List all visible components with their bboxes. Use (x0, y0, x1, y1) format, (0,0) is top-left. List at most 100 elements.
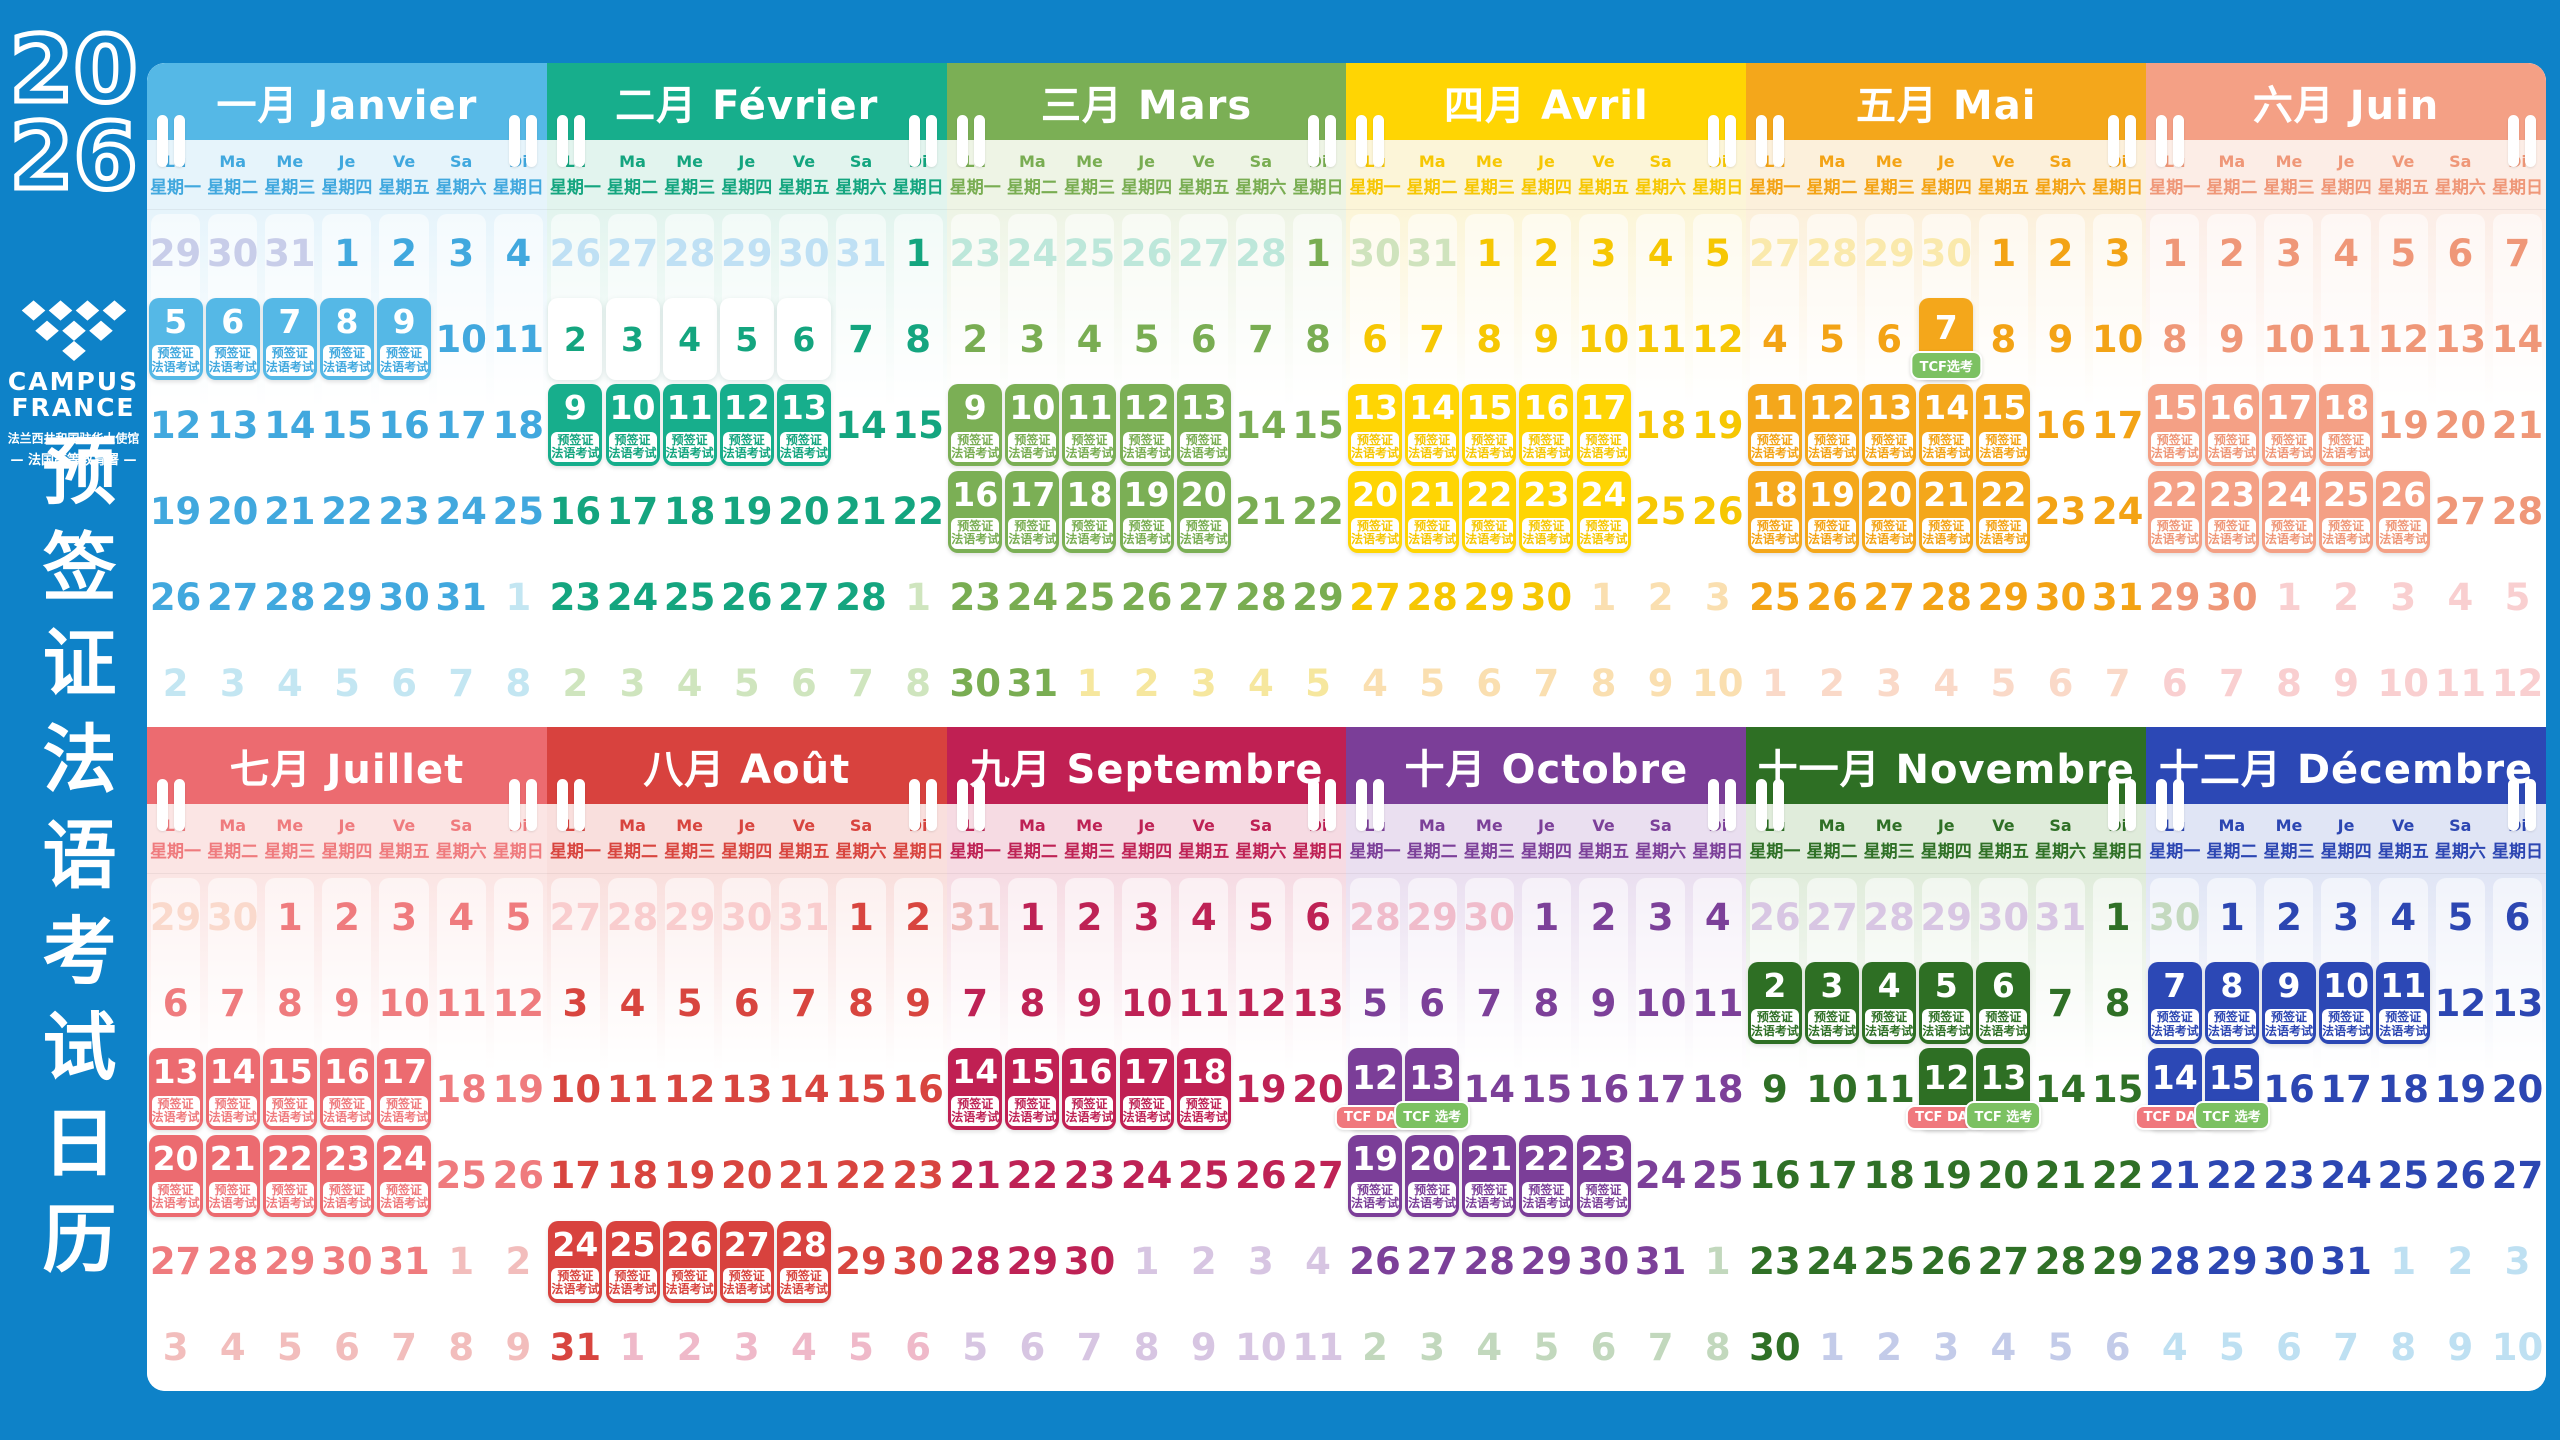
day-number: 21 (209, 1138, 256, 1178)
binder-ring (2156, 115, 2168, 167)
month-title: 十二月 Décembre (2158, 746, 2534, 793)
adjacent-month-day: 4 (791, 1326, 817, 1370)
day-number: 14 (1235, 403, 1287, 447)
day-cell: 26 (490, 1132, 547, 1218)
weekday-label: Sa 星期六 (1632, 804, 1689, 873)
adjacent-month-day: 7 (848, 662, 874, 706)
day-number: 1 (1305, 231, 1331, 275)
day-cell: 11 预签证 法语考试 (1061, 382, 1118, 468)
month-header: 九月 Septembre (946, 727, 1347, 804)
exam-day-card: 26 预签证 法语考试 (662, 1220, 717, 1303)
day-cell: 17 (604, 468, 661, 554)
weekday-fr: Sa (1249, 151, 1272, 171)
day-cell: 4 (1346, 641, 1403, 727)
exam-day-card: 23 预签证 法语考试 (1519, 470, 1574, 553)
day-number: 10 (378, 981, 430, 1025)
exam-label-line2: 法语考试 (1522, 532, 1571, 547)
week-row: 26 27 28 29 30 31 1 (1746, 874, 2146, 960)
exam-label-line2: 法语考试 (2207, 1023, 2256, 1038)
day-cell: 5 (1346, 960, 1403, 1046)
weekday-cn: 星期五 (1578, 841, 1630, 862)
exam-label-line2: 法语考试 (2379, 532, 2428, 547)
adjacent-month-day: 6 (1476, 662, 1503, 706)
exam-day-card: 2 预签证 法语考试 (1747, 962, 1802, 1045)
day-cell: 20 (1975, 1132, 2032, 1218)
weekday-cn: 星期五 (1977, 841, 2029, 862)
weekday-fr: Me (1875, 151, 1903, 171)
day-cell: 12 (2432, 960, 2489, 1046)
column-stripe (1636, 214, 1686, 723)
day-cell: 6 (2146, 641, 2203, 727)
weekday-cn: 星期一 (1749, 841, 1801, 862)
day-number: 26 (1920, 1240, 1973, 1284)
exam-label: 预签证 法语考试 (380, 1181, 428, 1213)
weekday-fr: Ve (392, 151, 416, 171)
day-cell: 22 (832, 1132, 889, 1218)
weekday-cn: 星期六 (435, 177, 487, 198)
day-cell: 9 (490, 1305, 547, 1391)
day-number: 21 (1466, 1138, 1513, 1178)
exam-label-line1: 预签证 (2213, 1010, 2250, 1025)
day-number: 2 (2047, 231, 2074, 275)
day-cell: 13 (2432, 296, 2489, 382)
week-row: 27 28 29 30 1 2 3 (1746, 210, 2146, 296)
weekday-label: Sa 星期六 (832, 140, 889, 209)
binder-ring (1773, 779, 1785, 831)
exam-day-card: 20 预签证 法语考试 (148, 1134, 203, 1217)
day-number: 26 (2434, 1154, 2487, 1198)
week-row: 28 29 30 1 2 3 4 (947, 1219, 1347, 1305)
exam-day-card: 23 预签证 法语考试 (1576, 1134, 1631, 1217)
column-stripe (1578, 214, 1629, 723)
day-number: 7 (848, 317, 874, 361)
week-row: 27 28 29 30 31 1 2 (547, 874, 947, 960)
day-cell: 6 (890, 1305, 947, 1391)
day-number: 22 (2151, 474, 2198, 514)
day-number: 29 (1977, 576, 2030, 620)
day-cell: 24 (433, 468, 490, 554)
weekday-cn: 星期二 (1806, 841, 1858, 862)
day-cell: 10 预签证 法语考试 (604, 382, 661, 468)
binder-ring (1373, 779, 1385, 831)
day-cell: 23 预签证 法语考试 (1518, 468, 1575, 554)
exam-label-line1: 预签证 (1813, 518, 1850, 533)
exam-label: 预签证 法语考试 (1750, 1009, 1799, 1041)
day-cell: 23 预签证 法语考试 (2203, 468, 2260, 554)
column-stripe (2492, 214, 2542, 723)
day-number: 14 (2151, 1058, 2198, 1098)
day-number: 27 (2434, 490, 2487, 534)
day-cell: 12 (2489, 641, 2546, 727)
day-number: 31 (549, 1326, 602, 1370)
exam-label: 预签证 法语考试 (551, 431, 599, 463)
day-cell: 3 (147, 1305, 204, 1391)
week-row: 9 预签证 法语考试 10 预签证 法语考试 11 预签证 法语考试 12 预签证 法语考试 13 预签证… (547, 382, 947, 468)
day-cell: 5 (832, 1305, 889, 1391)
day-cell: 24 (2089, 468, 2146, 554)
day-cell: 5 预签证 法语考试 (1918, 960, 1975, 1046)
adjacent-month-day: 31 (1406, 231, 1458, 275)
weekday-cn: 星期一 (949, 841, 1001, 862)
exam-day-card: 13 预签证 法语考试 (1348, 384, 1403, 467)
day-cell: 11 (490, 296, 547, 382)
binder-ring (157, 115, 168, 167)
weekday-row: Lu星期一Ma星期二Me星期三Je星期四Ve星期五Sa星期六Di星期日 (546, 140, 947, 210)
week-row: 21 22 23 24 25 26 27 (2146, 1132, 2546, 1218)
adjacent-month-day: 7 (2218, 662, 2245, 706)
weekday-cn: 星期六 (835, 841, 887, 862)
exam-label-line2: 法语考试 (265, 359, 314, 374)
day-cell: 8 (433, 1305, 490, 1391)
day-number: 28 (264, 576, 316, 620)
weekday-row: Lu星期一Ma星期二Me星期三Je星期四Ve星期五Sa星期六Di星期日 (2146, 140, 2546, 210)
month-grid: 27 28 29 30 1 2 3 4 5 6 7 TCF选考 8 9 10 11 预签证 法语考试 12 预签证 法语… (1746, 210, 2147, 727)
exam-label: 预签证 法语考试 (1465, 1181, 1513, 1213)
day-number: 23 (1580, 1138, 1627, 1178)
day-cell: 4 (204, 1305, 261, 1391)
day-number: 27 (1977, 1240, 2030, 1284)
adjacent-month-day: 1 (2390, 1240, 2417, 1284)
day-cell: 9 预签证 法语考试 (2260, 960, 2317, 1046)
week-row: 18 预签证 法语考试 19 预签证 法语考试 20 预签证 法语考试 21 预签证 法语考试 22 预签… (1746, 468, 2146, 554)
day-cell: 27 (1746, 210, 1803, 296)
month-title: 十月 Octobre (1404, 746, 1689, 793)
exam-label: 预签证 法语考试 (1351, 431, 1399, 463)
day-number: 16 (1749, 1154, 1801, 1198)
